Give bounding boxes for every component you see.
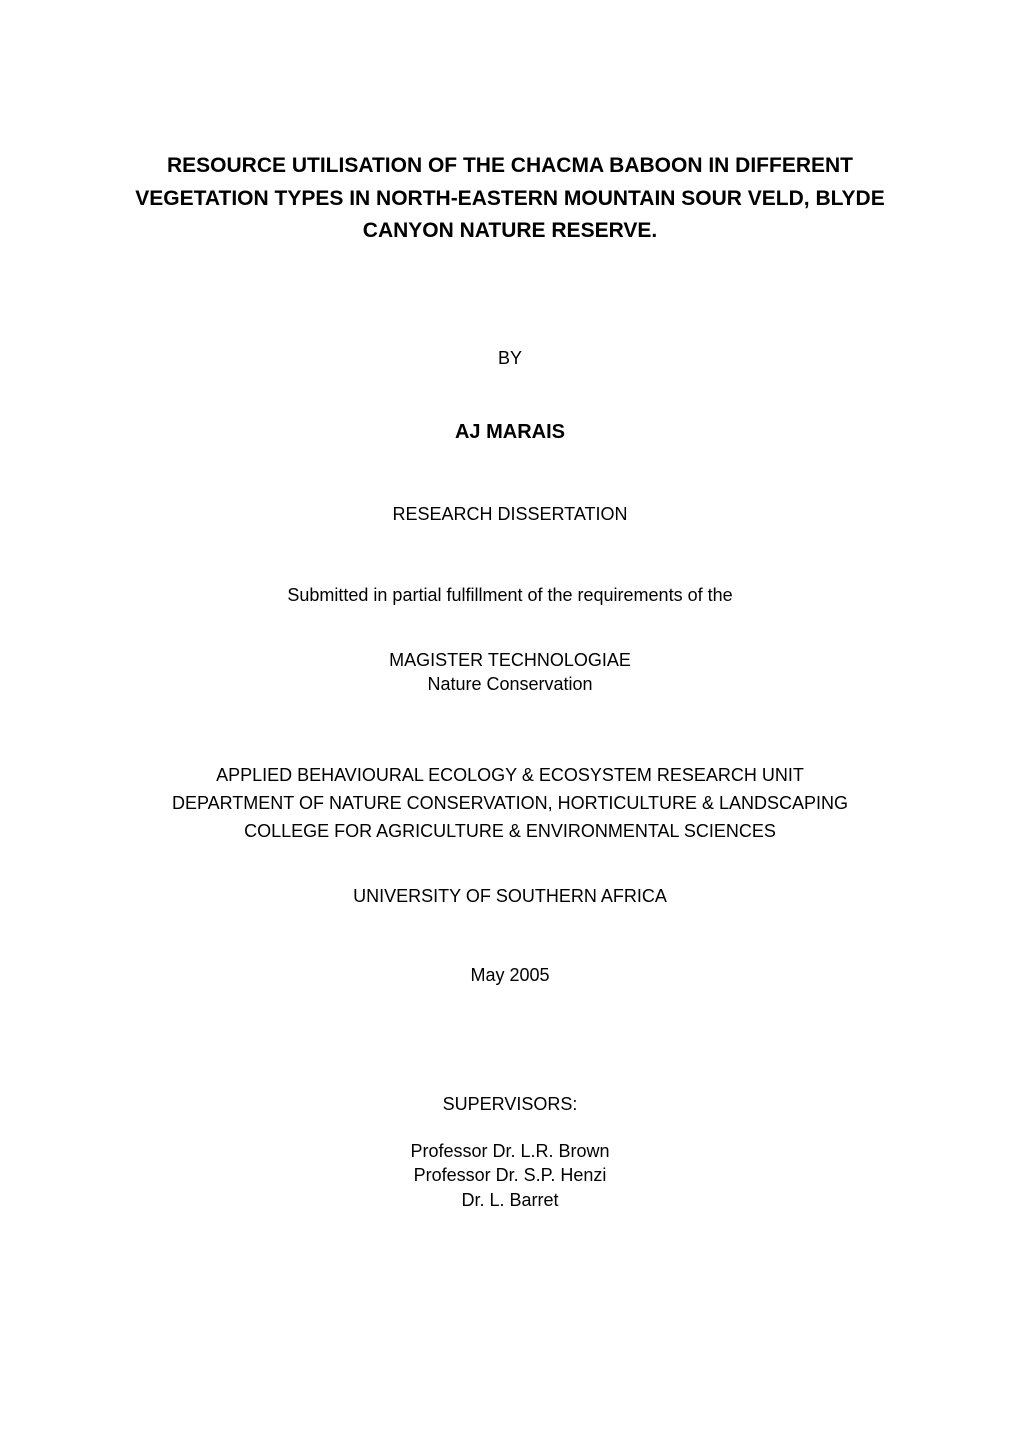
supervisor-1: Professor Dr. L.R. Brown bbox=[115, 1139, 905, 1163]
document-type: RESEARCH DISSERTATION bbox=[115, 504, 905, 525]
degree-block: MAGISTER TECHNOLOGIAE Nature Conservatio… bbox=[115, 648, 905, 697]
department-name: DEPARTMENT OF NATURE CONSERVATION, HORTI… bbox=[115, 790, 905, 818]
supervisors-list: Professor Dr. L.R. Brown Professor Dr. S… bbox=[115, 1139, 905, 1212]
college-name: COLLEGE FOR AGRICULTURE & ENVIRONMENTAL … bbox=[115, 818, 905, 846]
by-label: BY bbox=[115, 348, 905, 369]
dissertation-title: RESOURCE UTILISATION OF THE CHACMA BABOO… bbox=[115, 150, 905, 248]
author-name: AJ MARAIS bbox=[115, 421, 905, 444]
research-unit: APPLIED BEHAVIOURAL ECOLOGY & ECOSYSTEM … bbox=[115, 762, 905, 790]
title-line-3: CANYON NATURE RESERVE. bbox=[115, 215, 905, 248]
submission-date: May 2005 bbox=[115, 965, 905, 986]
fulfillment-statement: Submitted in partial fulfillment of the … bbox=[115, 585, 905, 606]
department-block: APPLIED BEHAVIOURAL ECOLOGY & ECOSYSTEM … bbox=[115, 762, 905, 846]
title-line-1: RESOURCE UTILISATION OF THE CHACMA BABOO… bbox=[115, 150, 905, 183]
supervisor-3: Dr. L. Barret bbox=[115, 1188, 905, 1212]
supervisors-label: SUPERVISORS: bbox=[115, 1094, 905, 1115]
title-line-2: VEGETATION TYPES IN NORTH-EASTERN MOUNTA… bbox=[115, 183, 905, 216]
university-name: UNIVERSITY OF SOUTHERN AFRICA bbox=[115, 886, 905, 907]
supervisor-2: Professor Dr. S.P. Henzi bbox=[115, 1163, 905, 1187]
title-page: RESOURCE UTILISATION OF THE CHACMA BABOO… bbox=[0, 0, 1020, 1443]
degree-name: MAGISTER TECHNOLOGIAE bbox=[115, 648, 905, 672]
degree-field: Nature Conservation bbox=[115, 672, 905, 696]
